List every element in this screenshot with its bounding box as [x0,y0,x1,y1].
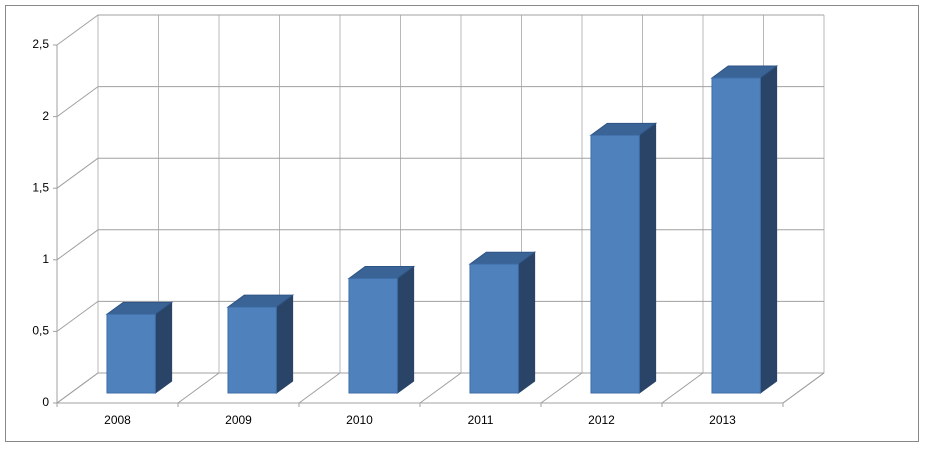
x-tick-label: 2010 [346,413,373,427]
bar-side [396,265,415,394]
y-tick-label: 0,5 [32,324,49,338]
x-tick-label: 2011 [468,413,494,427]
bar-side [154,301,173,394]
x-tick-label: 2012 [588,413,615,427]
bar [590,134,640,394]
bar [469,263,519,394]
floor-line [419,372,462,404]
floor-line [177,372,220,404]
floor-line [661,372,704,404]
bar [227,306,277,394]
floor-line [540,372,583,404]
bar [348,277,398,394]
y-tick-label: 2,5 [32,37,49,51]
y-tick-label: 1 [42,252,49,266]
x-tick-label: 2008 [104,413,131,427]
grid-line [56,372,99,404]
bar [711,77,761,394]
y-tick-label: 2 [42,109,49,123]
bar-side [638,122,657,394]
bar-side [759,65,778,394]
grid-line [56,86,99,118]
grid-line [56,157,99,189]
grid-line [56,300,99,332]
y-tick-label: 1,5 [32,180,49,194]
bar [106,313,156,394]
bar-side [517,251,536,394]
bar-side [275,294,294,394]
grid-line [56,229,99,261]
x-tick-label: 2013 [709,413,736,427]
grid-line [56,14,99,46]
y-tick-label: 0 [42,395,49,409]
floor-edge [782,372,825,404]
floor-line [298,372,341,404]
x-tick-label: 2009 [225,413,252,427]
